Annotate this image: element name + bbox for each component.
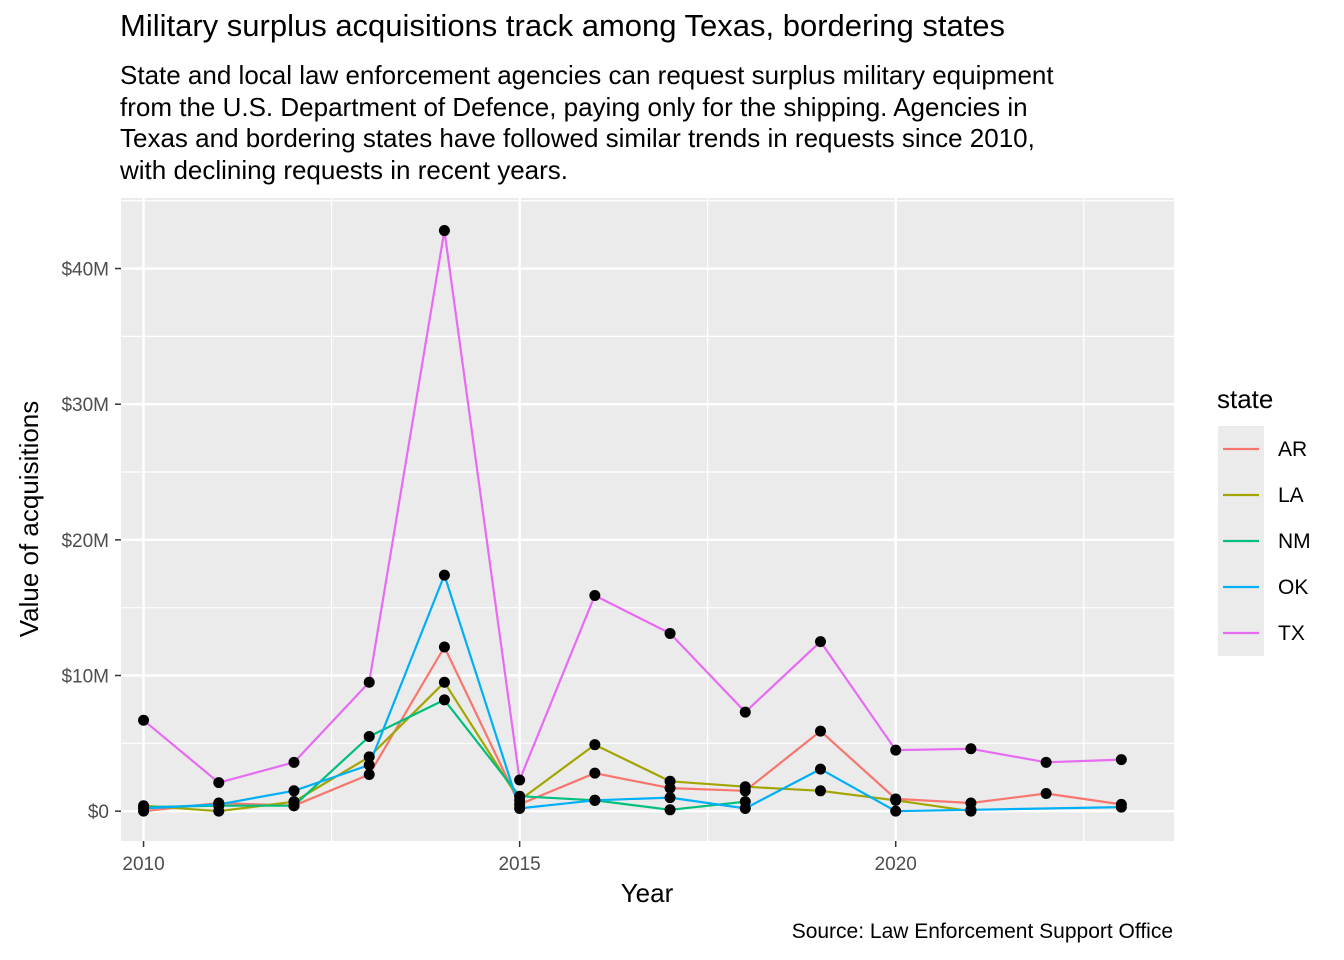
data-point-la (890, 794, 902, 806)
data-point-ok (814, 763, 826, 775)
data-point-tx (138, 714, 150, 726)
data-point-tx (664, 627, 676, 639)
data-point-tx (1040, 756, 1052, 768)
data-point-ok (965, 804, 977, 816)
legend-label-nm: NM (1278, 530, 1311, 553)
data-point-ok (1115, 801, 1127, 813)
legend-label-ar: AR (1278, 438, 1307, 461)
series-line-tx (142, 229, 1122, 784)
data-point-tx (288, 756, 300, 768)
data-point-ok (589, 794, 601, 806)
legend-label-tx: TX (1278, 622, 1305, 645)
y-tick-label: $20M (61, 531, 109, 552)
data-point-tx (814, 636, 826, 648)
points-layer (138, 225, 1127, 817)
series-line-ar (143, 645, 1122, 813)
subtitle-line-1: State and local law enforcement agencies… (120, 60, 1054, 90)
grid-lines (121, 198, 1174, 841)
legend-title: state (1217, 384, 1273, 414)
y-axis-title: Value of acquisitions (14, 401, 44, 638)
data-point-ar (1040, 788, 1052, 800)
data-point-la (438, 676, 450, 688)
subtitle-line-4: with declining requests in recent years. (120, 154, 569, 185)
data-point-la (664, 775, 676, 787)
data-point-tx (890, 744, 902, 756)
data-point-ok (288, 785, 300, 797)
data-point-tx (514, 774, 526, 786)
plot-panel (121, 198, 1174, 841)
y-tick-label: $30M (61, 395, 109, 416)
x-tick-label: 2020 (875, 854, 917, 875)
subtitle-line-3: Texas and bordering states have followed… (120, 123, 1035, 153)
data-point-ok (438, 569, 450, 581)
subtitle-line-2: from the U.S. Department of Defence, pay… (120, 91, 1028, 122)
data-point-ok (213, 798, 225, 810)
data-point-nm (514, 790, 526, 802)
legend: state AR LA NM OK TX (1217, 384, 1311, 656)
data-point-ok (890, 805, 902, 817)
data-point-nm (363, 731, 375, 743)
data-point-ok (664, 792, 676, 804)
data-point-nm (438, 694, 450, 706)
data-point-la (739, 781, 751, 793)
chart-caption: Source: Law Enforcement Support Office (791, 920, 1173, 943)
data-point-la (814, 785, 826, 797)
y-tick-label: $40M (61, 260, 109, 281)
data-point-tx (213, 777, 225, 789)
data-point-tx (1115, 754, 1127, 766)
axes: 2010 2015 2020 $0 $10M $20M $30M $40M (61, 260, 916, 875)
data-point-ok (739, 802, 751, 814)
x-axis-title: Year (621, 878, 674, 908)
y-tick-label: $10M (61, 667, 109, 688)
data-point-tx (363, 676, 375, 688)
y-tick-label: $0 (88, 802, 109, 823)
legend-label-ok: OK (1278, 576, 1308, 599)
data-point-ok (363, 759, 375, 771)
data-point-nm (664, 804, 676, 816)
x-tick-label: 2010 (122, 854, 164, 875)
data-point-tx (965, 743, 977, 755)
legend-label-la: LA (1278, 484, 1304, 507)
data-point-ar (438, 641, 450, 653)
data-point-nm (288, 800, 300, 812)
series-line-la (143, 681, 972, 813)
data-point-ar (589, 767, 601, 779)
data-point-la (363, 751, 375, 763)
data-point-ok (138, 802, 150, 814)
data-point-la (589, 739, 601, 751)
data-point-ok (514, 802, 526, 814)
data-point-ar (363, 769, 375, 781)
chart-title: Military surplus acquisitions track amon… (120, 8, 1006, 43)
data-point-tx (589, 589, 601, 601)
data-point-tx (739, 706, 751, 718)
data-point-tx (438, 225, 450, 237)
chart-subtitle: State and local law enforcement agencies… (120, 60, 1210, 186)
x-tick-label: 2015 (498, 854, 540, 875)
data-point-ar (814, 725, 826, 737)
